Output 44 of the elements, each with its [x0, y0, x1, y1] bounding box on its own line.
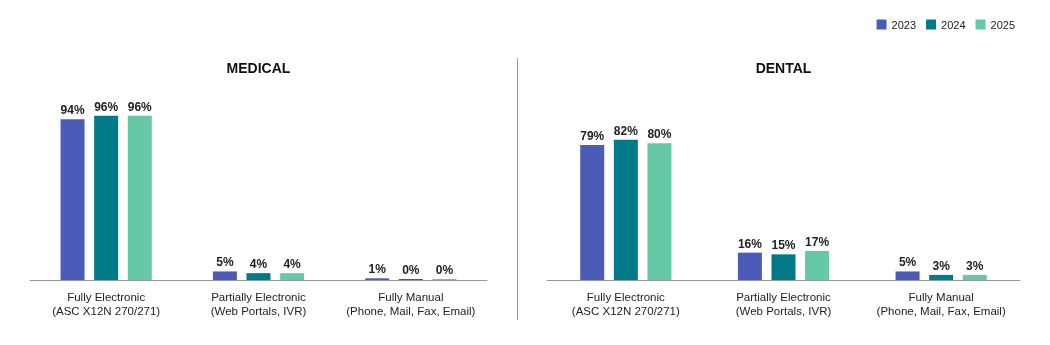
data-label: 80%: [647, 127, 672, 142]
data-label: 1%: [368, 262, 387, 277]
bar: [771, 254, 796, 280]
bar: [962, 274, 987, 280]
x-tick-label: Fully Manual (Phone, Mail, Fax, Email): [876, 291, 1006, 317]
data-label: 96%: [94, 99, 119, 114]
data-label: 15%: [771, 238, 796, 253]
bar: [246, 273, 271, 280]
bar: [280, 273, 305, 280]
bar: [212, 271, 237, 280]
data-label: 0%: [435, 263, 454, 277]
bar: [737, 252, 762, 280]
bar: [895, 271, 920, 280]
data-label: 79%: [580, 128, 605, 143]
x-tick-label: Fully Electronic (ASC X12N 270/271): [52, 291, 161, 317]
x-tick-label: Partially Electronic (Web Portals, IVR): [210, 291, 307, 317]
bar: [647, 143, 672, 280]
bar: [127, 115, 152, 280]
x-tick-label: Fully Manual (Phone, Mail, Fax, Email): [346, 291, 476, 317]
bar: [805, 250, 830, 280]
data-label: 82%: [613, 123, 639, 138]
data-label: 3%: [966, 258, 984, 273]
chart-title: DENTAL: [755, 60, 812, 76]
legend-label: 2023: [891, 18, 917, 31]
data-label: 4%: [249, 257, 268, 272]
bar: [580, 144, 605, 280]
data-label: 4%: [283, 257, 302, 272]
data-label: 3%: [932, 258, 951, 273]
data-label: 17%: [805, 234, 830, 249]
legend-label: 2025: [990, 18, 1016, 31]
data-label: 5%: [898, 255, 917, 270]
chart-title: MEDICAL: [226, 60, 291, 76]
x-tick-label: Fully Electronic (ASC X12N 270/271): [571, 291, 681, 317]
data-label: 94%: [60, 103, 85, 118]
data-label: 16%: [737, 236, 763, 251]
bar: [94, 115, 119, 280]
data-label: 0%: [402, 263, 420, 277]
data-label: 5%: [216, 255, 234, 270]
bar: [929, 274, 954, 280]
legend-label: 2024: [941, 18, 966, 31]
x-tick-label: Partially Electronic (Web Portals, IVR): [735, 291, 832, 317]
data-label: 96%: [127, 99, 153, 114]
bar: [60, 119, 85, 280]
bar: [613, 139, 638, 280]
